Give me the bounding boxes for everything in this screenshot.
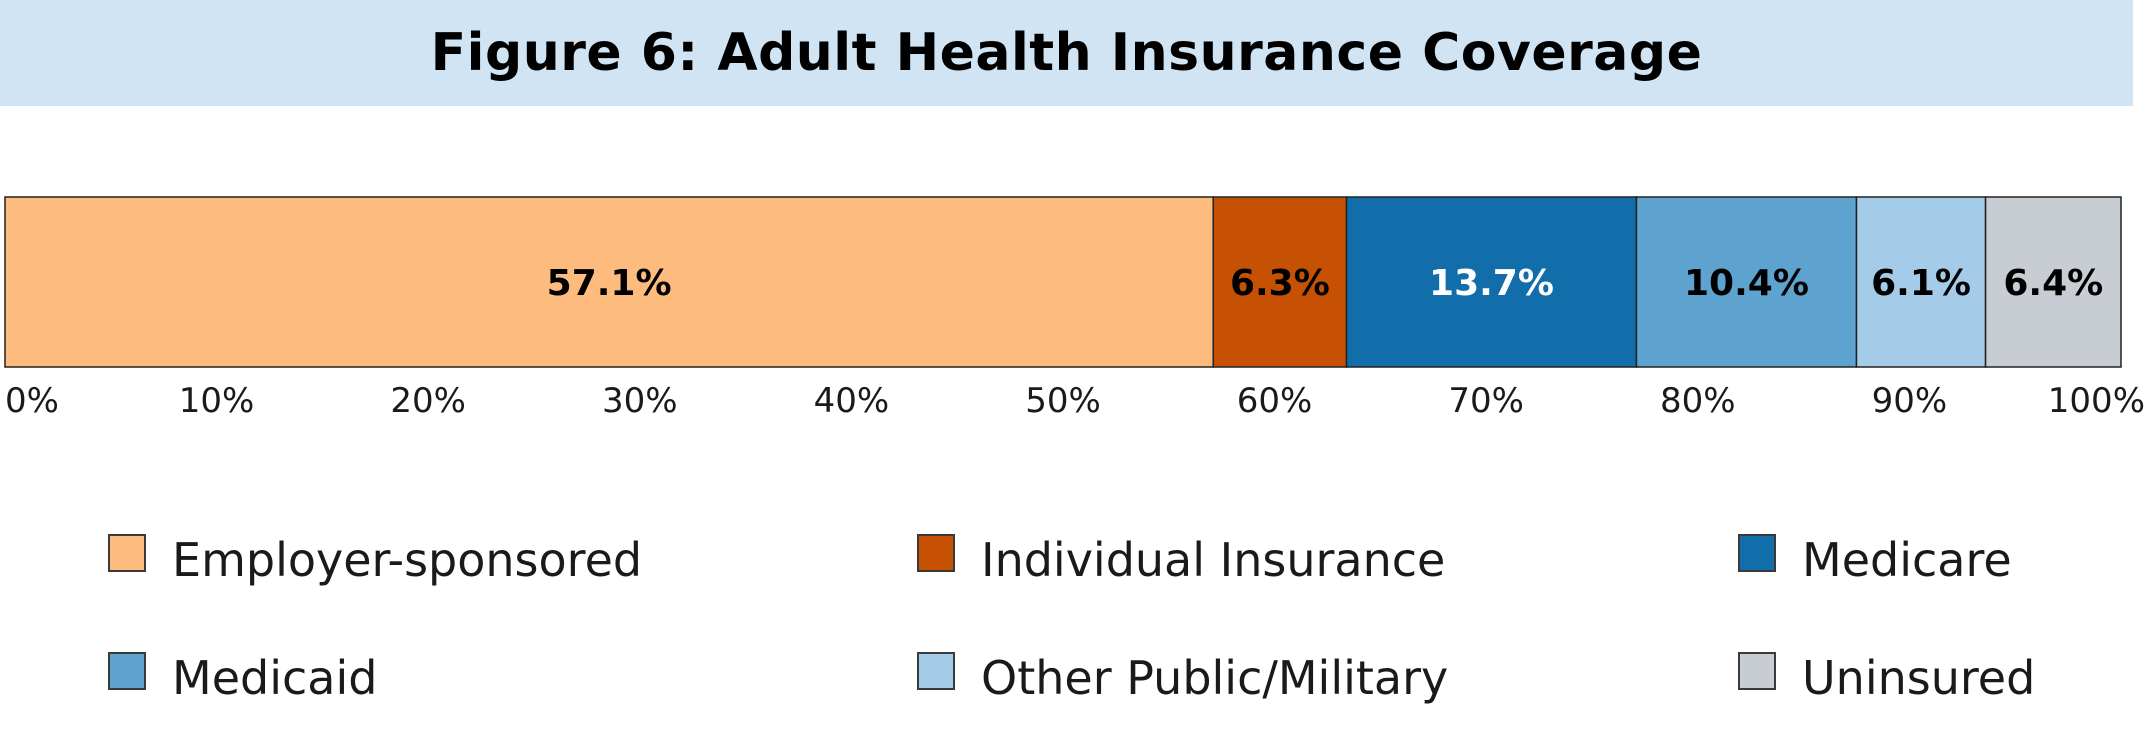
stacked-bar-chart: 57.1% 6.3% 13.7% 10.4% 6.1% 6.4% 0% 10% 20% 30% 40… xyxy=(4,196,2145,421)
data-label-uninsured: 6.4% xyxy=(2003,263,2103,304)
legend-item-uninsured: Uninsured xyxy=(1738,648,2035,708)
x-tick-label: 30% xyxy=(602,381,678,421)
x-tick-label: 40% xyxy=(814,381,890,421)
legend-swatch xyxy=(1738,534,1776,572)
legend-label: Uninsured xyxy=(1802,651,2036,705)
x-tick-label: 20% xyxy=(390,381,466,421)
x-tick-label: 90% xyxy=(1872,381,1948,421)
legend-swatch xyxy=(108,534,146,572)
legend-item-other-public-military: Other Public/Military xyxy=(917,648,1448,708)
x-tick-label: 10% xyxy=(179,381,255,421)
x-tick-label: 100% xyxy=(2048,381,2145,421)
title-band: Figure 6: Adult Health Insurance Coverag… xyxy=(0,0,2133,106)
x-tick-label: 60% xyxy=(1237,381,1313,421)
legend-swatch xyxy=(917,652,955,690)
bar-segment-medicare xyxy=(1345,196,1638,368)
bar-segment-employer-sponsored xyxy=(4,196,1214,368)
x-tick-label: 50% xyxy=(1025,381,1101,421)
x-tick-label: 0% xyxy=(5,381,59,421)
legend-label: Medicaid xyxy=(172,651,378,705)
legend-label: Employer-sponsored xyxy=(172,533,643,587)
legend-label: Medicare xyxy=(1802,533,2012,587)
x-tick-label: 80% xyxy=(1660,381,1736,421)
legend-item-individual-insurance: Individual Insurance xyxy=(917,530,1445,590)
legend-item-medicaid: Medicaid xyxy=(108,648,377,708)
data-label-employer-sponsored: 57.1% xyxy=(547,263,672,304)
legend-item-medicare: Medicare xyxy=(1738,530,2012,590)
data-label-other-public-military: 6.1% xyxy=(1871,263,1971,304)
legend-item-employer-sponsored: Employer-sponsored xyxy=(108,530,642,590)
data-label-medicaid: 10.4% xyxy=(1684,263,1809,304)
legend-swatch xyxy=(108,652,146,690)
legend-swatch xyxy=(1738,652,1776,690)
legend-label: Individual Insurance xyxy=(981,533,1446,587)
legend-label: Other Public/Military xyxy=(981,651,1449,705)
bar-segment-other-public-military xyxy=(1855,196,1987,368)
bar-segment-uninsured xyxy=(1984,196,2122,368)
data-label-medicare: 13.7% xyxy=(1429,263,1554,304)
data-label-individual-insurance: 6.3% xyxy=(1230,263,1330,304)
bar-segment-medicaid xyxy=(1635,196,1858,368)
chart-title: Figure 6: Adult Health Insurance Coverag… xyxy=(430,23,1703,83)
legend-swatch xyxy=(917,534,955,572)
x-tick-label: 70% xyxy=(1448,381,1524,421)
